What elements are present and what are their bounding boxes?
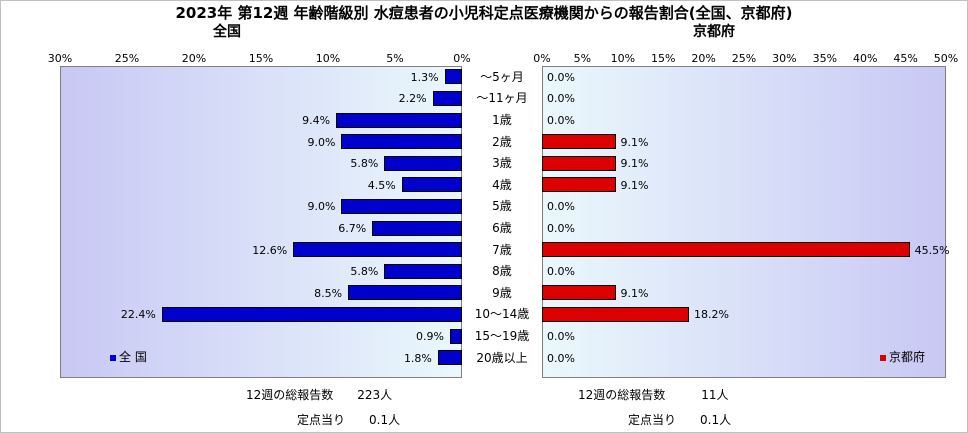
kyoto-value-label: 0.0% — [547, 114, 575, 127]
category-label: 7歳 — [492, 242, 512, 257]
kyoto-bar — [542, 177, 616, 193]
left-total-reports: 12週の総報告数 223人 — [246, 388, 393, 402]
kyoto-value-label: 9.1% — [620, 157, 649, 171]
category-label: 2歳 — [492, 134, 512, 149]
left-legend-label: 全 国 — [119, 350, 147, 364]
national-bar — [348, 285, 462, 301]
category-label: 10～14歳 — [474, 307, 530, 322]
national-value-label: 2.2% — [398, 92, 427, 106]
right-tick-label: 40% — [852, 52, 878, 65]
left-tick-label: 25% — [114, 52, 140, 65]
kyoto-value-label: 9.1% — [620, 286, 649, 300]
national-value-label: 9.0% — [307, 135, 336, 149]
right-tick-label: 10% — [610, 52, 636, 65]
national-bar — [401, 177, 462, 193]
national-bar — [161, 306, 462, 322]
category-label: 20歳以上 — [476, 350, 528, 365]
national-bar — [336, 112, 462, 128]
kyoto-bar — [542, 306, 690, 322]
kyoto-bar — [542, 155, 616, 171]
kyoto-value-label: 0.0% — [547, 351, 575, 365]
kyoto-value-label: 9.1% — [620, 178, 649, 192]
kyoto-value-label: 0.0% — [547, 92, 575, 106]
national-bar — [293, 242, 462, 258]
right-tick-label: 0% — [533, 52, 551, 65]
right-legend-label: 京都府 — [889, 350, 926, 364]
category-label: ～11ヶ月 — [476, 91, 528, 106]
right-tick-label: 50% — [933, 52, 959, 65]
national-bar — [384, 155, 462, 171]
national-value-label: 1.8% — [403, 351, 432, 365]
category-label: 1歳 — [492, 113, 512, 127]
right-per-sentinel: 定点当り 0.1人 — [628, 413, 732, 427]
kyoto-bar — [542, 242, 910, 258]
left-per-sentinel: 定点当り 0.1人 — [297, 413, 401, 427]
national-value-label: 6.7% — [338, 222, 367, 235]
national-value-label: 5.8% — [350, 157, 379, 171]
right-legend: 京都府 — [880, 348, 925, 365]
right-total-reports: 12週の総報告数 11人 — [578, 388, 729, 402]
right-tick-label: 25% — [731, 52, 757, 65]
left-tick-label: 0% — [453, 52, 471, 65]
national-bar — [341, 198, 462, 214]
left-chart-subtitle: 全国 — [213, 24, 241, 40]
national-value-label: 1.3% — [410, 70, 439, 84]
category-label: ～5ヶ月 — [480, 69, 524, 84]
national-bar — [432, 90, 462, 106]
left-tick-label: 30% — [47, 52, 73, 65]
national-value-label: 5.8% — [350, 265, 379, 279]
kyoto-value-label: 18.2% — [694, 308, 729, 322]
category-label: 5歳 — [492, 199, 512, 214]
right-tick-label: 45% — [893, 52, 918, 65]
national-bar — [444, 69, 462, 85]
kyoto-value-label: 0.0% — [547, 330, 575, 343]
category-label: 9歳 — [492, 285, 512, 300]
right-tick-label: 20% — [691, 52, 716, 65]
left-tick-label: 20% — [181, 52, 207, 65]
kyoto-value-label: 0.0% — [547, 222, 575, 235]
national-value-label: 8.5% — [314, 286, 343, 300]
national-value-label: 12.6% — [252, 243, 288, 257]
kyoto-bar — [542, 134, 616, 150]
kyoto-value-label: 0.0% — [547, 70, 575, 84]
national-bar — [341, 134, 462, 150]
national-bar — [449, 328, 462, 344]
right-tick-label: 35% — [812, 52, 838, 65]
category-label: 15～19歳 — [474, 329, 530, 343]
kyoto-value-label: 9.1% — [620, 135, 649, 149]
right-tick-label: 5% — [573, 52, 592, 65]
category-label: 3歳 — [492, 156, 512, 171]
national-value-label: 22.4% — [120, 308, 156, 322]
left-tick-label: 5% — [386, 52, 404, 65]
national-value-label: 9.4% — [302, 114, 331, 127]
category-label: 6歳 — [492, 221, 512, 235]
left-tick-label: 10% — [315, 52, 341, 65]
kyoto-value-label: 0.0% — [547, 200, 575, 214]
category-label: 4歳 — [492, 177, 512, 192]
national-bar — [372, 220, 462, 236]
right-tick-label: 30% — [772, 52, 797, 65]
kyoto-bar — [542, 285, 616, 301]
kyoto-value-label: 0.0% — [547, 265, 575, 279]
left-legend: 全 国 — [110, 348, 147, 365]
left-legend-swatch — [110, 354, 116, 361]
national-value-label: 9.0% — [307, 200, 336, 214]
category-label: 8歳 — [492, 264, 512, 279]
right-tick-label: 15% — [650, 52, 676, 65]
national-bar — [384, 263, 462, 279]
right-plot-area — [542, 66, 946, 378]
left-tick-label: 15% — [248, 52, 274, 65]
chart-title: 2023年 第12週 年齢階級別 水痘患者の小児科定点医療機関からの報告割合(全… — [175, 4, 793, 22]
national-value-label: 0.9% — [416, 330, 444, 343]
national-bar — [437, 350, 462, 366]
national-value-label: 4.5% — [367, 178, 396, 192]
right-chart-subtitle: 京都府 — [693, 24, 735, 40]
kyoto-value-label: 45.5% — [914, 243, 950, 257]
right-legend-swatch — [880, 354, 886, 361]
